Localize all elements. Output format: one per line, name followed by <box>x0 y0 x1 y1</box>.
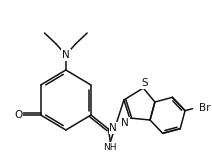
Text: S: S <box>141 78 148 88</box>
Text: N: N <box>62 50 70 60</box>
Text: N: N <box>121 118 129 128</box>
Text: O: O <box>14 110 22 120</box>
Text: N: N <box>109 123 117 133</box>
Text: Br: Br <box>199 103 211 113</box>
Text: NH: NH <box>104 143 117 152</box>
